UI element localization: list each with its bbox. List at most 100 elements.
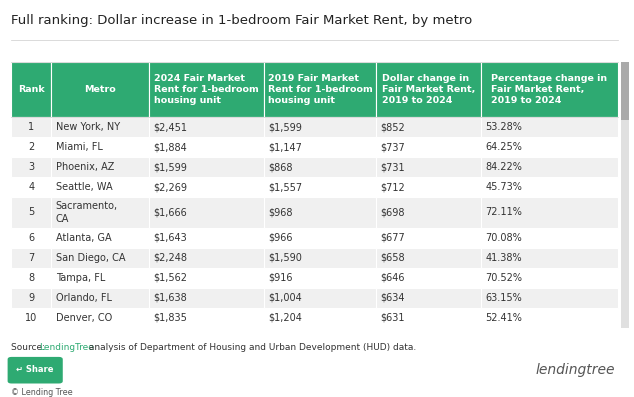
Text: $1,643: $1,643: [153, 233, 187, 243]
Text: $2,269: $2,269: [153, 182, 187, 192]
Bar: [621, 62, 629, 120]
Bar: [51, 248, 148, 268]
Bar: [481, 197, 618, 228]
Text: Dollar change in
Fair Market Rent,
2019 to 2024: Dollar change in Fair Market Rent, 2019 …: [382, 74, 476, 105]
Text: $2,248: $2,248: [153, 253, 187, 263]
Text: 72.11%: 72.11%: [486, 208, 522, 218]
Bar: [51, 197, 148, 228]
Bar: [51, 177, 148, 197]
Text: 9: 9: [28, 293, 34, 303]
Text: $1,599: $1,599: [153, 162, 187, 172]
Text: $1,557: $1,557: [269, 182, 303, 192]
Text: 7: 7: [28, 253, 34, 263]
Text: Atlanta, GA: Atlanta, GA: [56, 233, 111, 243]
Text: 2: 2: [28, 142, 34, 152]
Bar: [51, 157, 148, 177]
Text: $658: $658: [380, 253, 405, 263]
Bar: [148, 177, 264, 197]
Text: $1,004: $1,004: [269, 293, 302, 303]
Text: Percentage change in
Fair Market Rent,
2019 to 2024: Percentage change in Fair Market Rent, 2…: [491, 74, 607, 105]
Bar: [11, 177, 51, 197]
Bar: [11, 228, 51, 248]
Text: lendingtree: lendingtree: [536, 363, 615, 377]
Bar: [51, 308, 148, 328]
Text: 3: 3: [28, 162, 34, 172]
Bar: [376, 308, 481, 328]
Bar: [11, 62, 51, 118]
Text: Orlando, FL: Orlando, FL: [56, 293, 112, 303]
Text: analysis of Department of Housing and Urban Development (HUD) data.: analysis of Department of Housing and Ur…: [86, 343, 417, 353]
Bar: [264, 118, 376, 137]
Text: Seattle, WA: Seattle, WA: [56, 182, 112, 192]
Text: $852: $852: [380, 122, 405, 132]
Bar: [481, 118, 618, 137]
Text: 4: 4: [28, 182, 34, 192]
Text: Denver, CO: Denver, CO: [56, 312, 112, 323]
Bar: [11, 118, 51, 137]
Bar: [376, 197, 481, 228]
Bar: [148, 248, 264, 268]
Bar: [11, 268, 51, 288]
Text: 64.25%: 64.25%: [486, 142, 522, 152]
Text: 41.38%: 41.38%: [486, 253, 522, 263]
Bar: [481, 177, 618, 197]
Text: San Diego, CA: San Diego, CA: [56, 253, 125, 263]
Bar: [481, 288, 618, 308]
Text: 10: 10: [25, 312, 37, 323]
Text: $646: $646: [380, 273, 405, 283]
Bar: [481, 137, 618, 157]
Bar: [481, 268, 618, 288]
Bar: [481, 308, 618, 328]
Text: $731: $731: [380, 162, 405, 172]
Bar: [376, 268, 481, 288]
Text: $1,562: $1,562: [153, 273, 187, 283]
Bar: [11, 137, 51, 157]
Bar: [481, 248, 618, 268]
FancyBboxPatch shape: [8, 357, 63, 384]
Text: 45.73%: 45.73%: [486, 182, 522, 192]
Bar: [264, 248, 376, 268]
Bar: [11, 157, 51, 177]
Bar: [264, 268, 376, 288]
Bar: [376, 228, 481, 248]
Text: 53.28%: 53.28%: [486, 122, 522, 132]
Text: $868: $868: [269, 162, 293, 172]
Text: $1,204: $1,204: [269, 312, 302, 323]
Text: 6: 6: [28, 233, 34, 243]
Bar: [11, 197, 51, 228]
Bar: [51, 137, 148, 157]
Text: $916: $916: [269, 273, 293, 283]
Bar: [148, 228, 264, 248]
Bar: [148, 62, 264, 118]
Bar: [51, 228, 148, 248]
Bar: [264, 228, 376, 248]
Bar: [148, 308, 264, 328]
Text: Sacramento,
CA: Sacramento, CA: [56, 201, 118, 224]
Text: $2,451: $2,451: [153, 122, 187, 132]
Text: $1,599: $1,599: [269, 122, 302, 132]
Bar: [148, 137, 264, 157]
Bar: [481, 228, 618, 248]
Text: $698: $698: [380, 208, 405, 218]
Text: $712: $712: [380, 182, 405, 192]
Bar: [376, 177, 481, 197]
Text: 2024 Fair Market
Rent for 1-bedroom
housing unit: 2024 Fair Market Rent for 1-bedroom hous…: [154, 74, 259, 105]
Text: $1,835: $1,835: [153, 312, 187, 323]
Text: © Lending Tree: © Lending Tree: [11, 388, 73, 397]
Text: $1,666: $1,666: [153, 208, 187, 218]
Text: 5: 5: [28, 208, 34, 218]
Bar: [51, 118, 148, 137]
Text: 8: 8: [28, 273, 34, 283]
Bar: [11, 308, 51, 328]
Text: New York, NY: New York, NY: [56, 122, 120, 132]
Text: 52.41%: 52.41%: [486, 312, 522, 323]
Text: $737: $737: [380, 142, 405, 152]
Bar: [376, 137, 481, 157]
Text: LendingTree: LendingTree: [39, 343, 94, 353]
Text: $634: $634: [380, 293, 405, 303]
Bar: [264, 308, 376, 328]
Bar: [264, 62, 376, 118]
Text: $1,147: $1,147: [269, 142, 302, 152]
Text: 63.15%: 63.15%: [486, 293, 522, 303]
Bar: [481, 62, 618, 118]
